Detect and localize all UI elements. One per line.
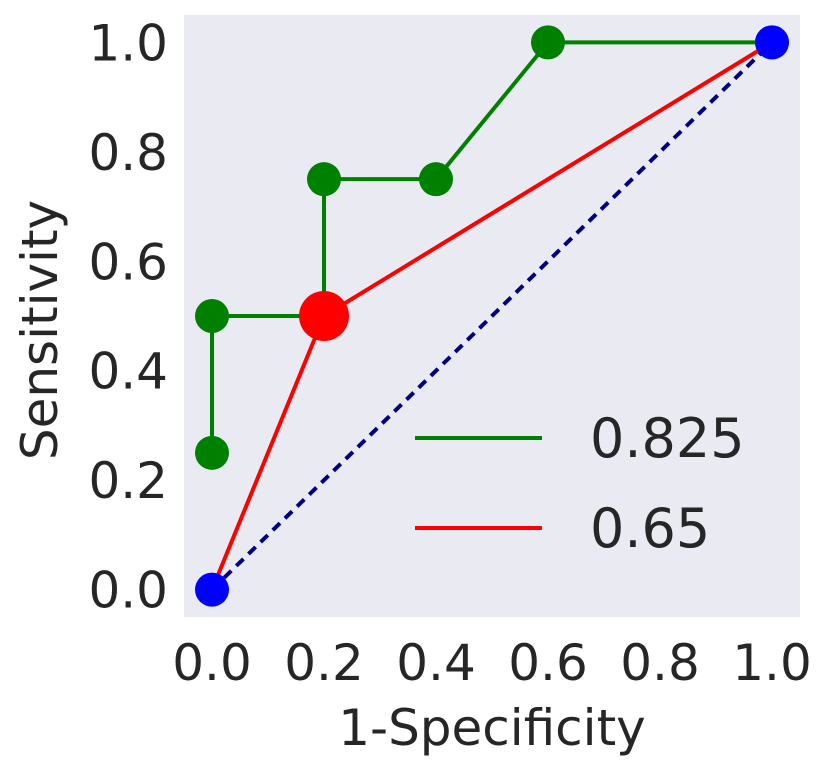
x-tick-label: 0.6	[508, 634, 588, 692]
y-tick-label: 0.4	[88, 343, 168, 401]
y-tick-label: 0.2	[88, 452, 168, 510]
series-0-point	[195, 435, 229, 470]
highlight-point	[195, 572, 229, 607]
legend-label-1: 0.65	[590, 497, 710, 560]
y-tick-label: 0.8	[88, 124, 168, 182]
y-tick-labels: 0.0 0.2 0.4 0.6 0.8 1.0	[88, 14, 168, 619]
legend-label-0: 0.825	[590, 407, 745, 470]
series-0-point	[307, 162, 341, 197]
legend: 0.825 0.65	[415, 407, 745, 560]
x-tick-label: 1.0	[732, 634, 812, 692]
diagonal-reference-line	[210, 40, 774, 592]
x-tick-label: 0.0	[172, 634, 252, 692]
diagonal-line	[210, 40, 774, 592]
y-tick-label: 0.6	[88, 233, 168, 291]
x-tick-label: 0.4	[396, 634, 476, 692]
highlight-point	[299, 291, 349, 341]
highlight-point	[755, 25, 789, 60]
series-0-point	[195, 299, 229, 333]
x-tick-label: 0.2	[284, 634, 364, 692]
series-0-point	[531, 25, 565, 60]
x-tick-labels: 0.0 0.2 0.4 0.6 0.8 1.0	[172, 634, 812, 692]
series-0-point	[419, 162, 453, 197]
y-tick-label: 0.0	[88, 562, 168, 620]
points-layer	[195, 25, 789, 607]
x-axis-label: 1-Specificity	[338, 699, 646, 757]
x-tick-label: 0.8	[620, 634, 700, 692]
y-tick-label: 1.0	[88, 14, 168, 72]
y-axis-label: Sensitivity	[11, 200, 69, 460]
